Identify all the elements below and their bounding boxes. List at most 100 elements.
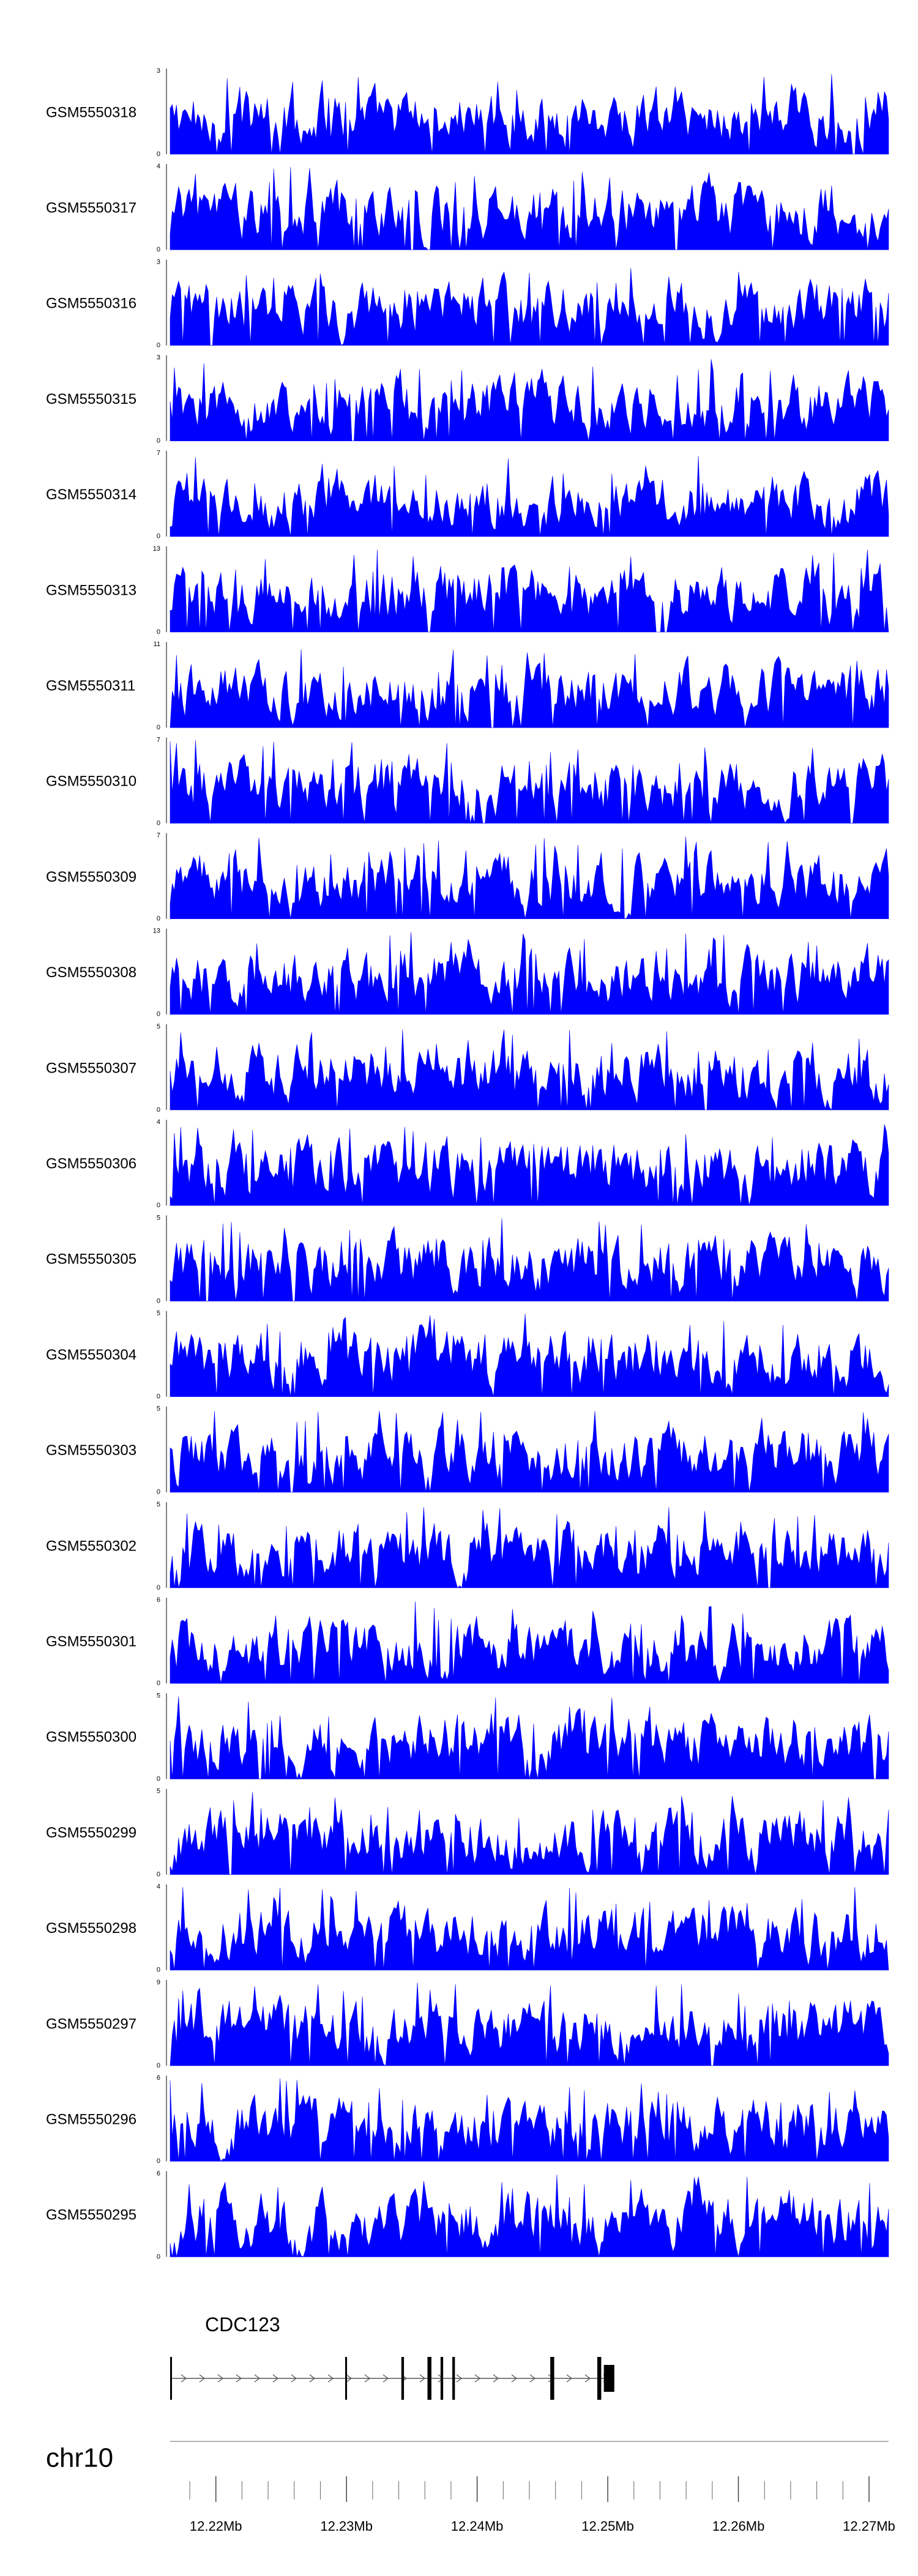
track-ymax-label: 6	[157, 2170, 160, 2177]
track-ymin-label: 0	[157, 1202, 160, 1209]
track-label: GSM5550313	[46, 582, 136, 598]
track-label: GSM5550309	[46, 869, 136, 885]
track-ymin-label: 0	[157, 1775, 160, 1782]
coverage-area-GSM5550318	[170, 74, 889, 155]
coverage-area-GSM5550296	[170, 2078, 889, 2162]
strand-arrow	[474, 2374, 481, 2383]
track-ymax-label: 5	[157, 1310, 160, 1317]
track-ymin-label: 0	[157, 628, 160, 636]
track-label: GSM5550304	[46, 1347, 136, 1363]
gene-exon	[550, 2357, 554, 2400]
axis-tick-label: 12.27Mb	[843, 2518, 895, 2534]
track-ymin-label: 0	[157, 2157, 160, 2165]
coverage-area-GSM5550305	[170, 1218, 889, 1301]
track-label: GSM5550318	[46, 104, 136, 121]
track-label: GSM5550305	[46, 1251, 136, 1268]
strand-arrow	[364, 2374, 371, 2383]
chromosome-label: chr10	[46, 2443, 113, 2473]
strand-arrow	[309, 2374, 316, 2383]
track-ymax-label: 13	[153, 928, 160, 935]
track-ymax-label: 5	[157, 1405, 160, 1413]
axis-tick-label: 12.26Mb	[712, 2518, 765, 2534]
strand-arrow	[291, 2374, 297, 2383]
axis-tick-label: 12.24Mb	[451, 2518, 504, 2534]
strand-arrow	[327, 2374, 334, 2383]
track-ymax-label: 11	[154, 641, 160, 648]
track-ymin-label: 0	[157, 437, 160, 445]
coverage-area-GSM5550301	[170, 1601, 889, 1684]
coverage-area-GSM5550308	[170, 932, 889, 1015]
coverage-area-GSM5550295	[170, 2175, 889, 2257]
gene-exon	[427, 2357, 431, 2400]
gene-exon	[170, 2357, 172, 2400]
coverage-area-GSM5550306	[170, 1124, 889, 1206]
gene-label: CDC123	[205, 2314, 280, 2336]
track-ymax-label: 4	[157, 1119, 160, 1126]
track-ymax-label: 5	[157, 1501, 160, 1508]
track-ymin-label: 0	[157, 341, 160, 349]
strand-arrow	[181, 2374, 187, 2383]
track-ymax-label: 7	[157, 832, 160, 839]
track-ymax-label: 6	[157, 2074, 160, 2082]
gene-exon	[440, 2357, 444, 2400]
track-ymax-label: 5	[157, 1214, 160, 1221]
coverage-area-GSM5550303	[170, 1410, 889, 1493]
gene-exon	[401, 2357, 405, 2400]
coverage-area-GSM5550315	[170, 359, 889, 441]
coverage-area-GSM5550313	[170, 549, 889, 633]
track-label: GSM5550311	[46, 678, 135, 694]
track-label: GSM5550301	[46, 1634, 136, 1650]
coverage-area-GSM5550304	[170, 1314, 889, 1397]
track-label: GSM5550316	[46, 296, 136, 312]
track-ymin-label: 0	[157, 1584, 160, 1591]
track-ymax-label: 13	[153, 545, 160, 553]
track-label: GSM5550308	[46, 964, 136, 981]
coverage-area-GSM5550309	[170, 836, 889, 919]
track-label: GSM5550314	[46, 486, 136, 503]
track-ymax-label: 9	[157, 1979, 160, 1986]
strand-arrow	[382, 2374, 389, 2383]
coverage-area-GSM5550297	[170, 1982, 889, 2066]
strand-arrow	[217, 2374, 224, 2383]
track-ymin-label: 0	[157, 1393, 160, 1401]
strand-arrow	[272, 2374, 279, 2383]
track-ymax-label: 5	[157, 1788, 160, 1795]
track-ymin-label: 0	[157, 246, 160, 253]
gene-exon	[452, 2357, 455, 2400]
axis-tick-label: 12.23Mb	[320, 2518, 373, 2534]
track-label: GSM5550300	[46, 1729, 136, 1746]
coverage-area-GSM5550302	[170, 1506, 889, 1588]
track-ymin-label: 0	[157, 1680, 160, 1687]
track-ymin-label: 0	[157, 1297, 160, 1305]
track-label: GSM5550310	[46, 773, 136, 790]
strand-arrow	[493, 2374, 499, 2383]
track-ymin-label: 0	[157, 819, 160, 827]
gene-exon	[603, 2365, 614, 2392]
track-ymax-label: 3	[157, 258, 160, 266]
coverage-area-GSM5550299	[170, 1792, 889, 1875]
gene-exon	[345, 2357, 348, 2400]
axis-tick-label: 12.25Mb	[581, 2518, 634, 2534]
track-ymax-label: 3	[157, 67, 160, 75]
gene-exon	[597, 2357, 602, 2400]
track-label: GSM5550315	[46, 391, 136, 408]
coverage-area-GSM5550307	[170, 1029, 889, 1111]
track-label: GSM5550302	[46, 1538, 136, 1554]
track-ymax-label: 4	[157, 1883, 160, 1891]
track-ymin-label: 0	[157, 1871, 160, 1878]
track-label: GSM5550297	[46, 2016, 136, 2032]
strand-arrow	[254, 2374, 261, 2383]
track-ymin-label: 0	[157, 151, 160, 158]
track-ymin-label: 0	[157, 533, 160, 540]
strand-arrow	[566, 2374, 573, 2383]
coverage-area-GSM5550317	[170, 166, 889, 250]
track-ymin-label: 0	[157, 2253, 160, 2260]
strand-arrow	[529, 2374, 536, 2383]
strand-arrow	[511, 2374, 518, 2383]
track-label: GSM5550299	[46, 1825, 136, 1841]
coverage-area-GSM5550300	[170, 1696, 889, 1780]
track-ymin-label: 0	[157, 724, 160, 731]
track-ymin-label: 0	[157, 1106, 160, 1114]
strand-arrow	[236, 2374, 242, 2383]
